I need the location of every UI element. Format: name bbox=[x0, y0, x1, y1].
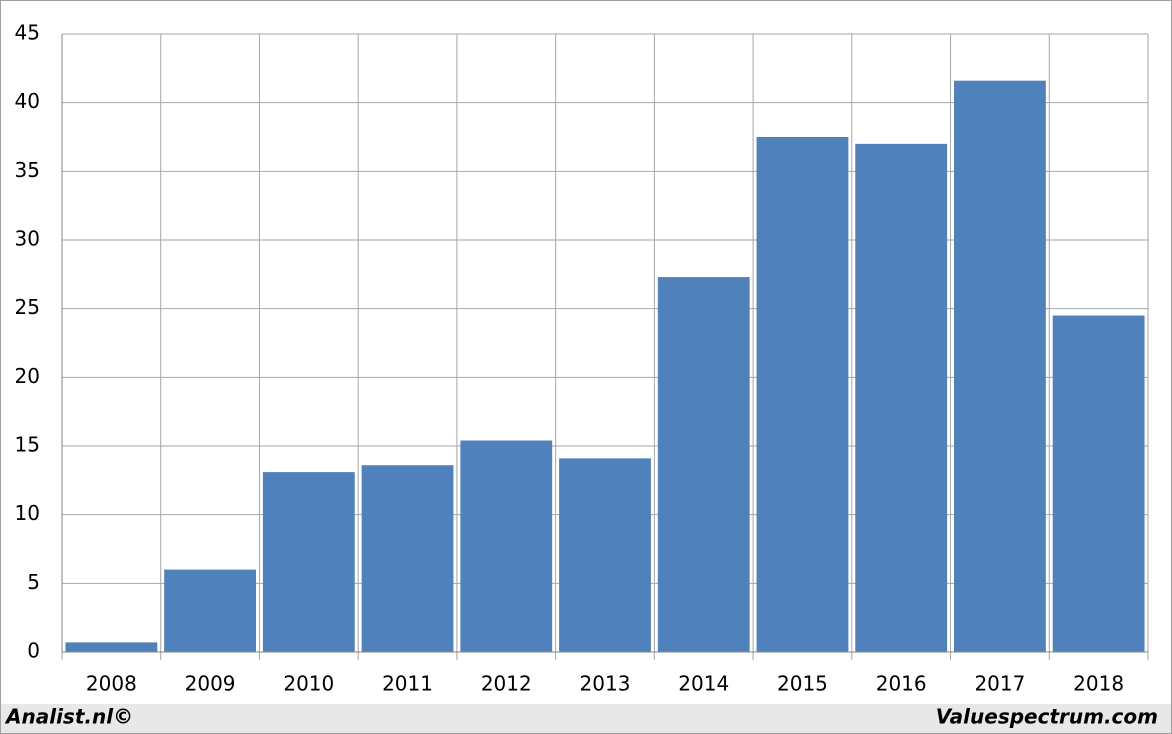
x-tick-label: 2015 bbox=[777, 672, 828, 696]
x-tick-label: 2010 bbox=[283, 672, 334, 696]
y-tick-label: 0 bbox=[27, 639, 40, 663]
x-tick-label: 2014 bbox=[678, 672, 729, 696]
footer-strip bbox=[1, 704, 1171, 733]
y-tick-label: 40 bbox=[15, 89, 40, 113]
footer-left: Analist.nl© bbox=[4, 705, 133, 729]
x-tick-label: 2017 bbox=[974, 672, 1025, 696]
bar bbox=[855, 143, 948, 652]
footer-right: Valuespectrum.com bbox=[936, 705, 1158, 729]
bar bbox=[756, 137, 849, 652]
y-tick-label: 5 bbox=[27, 570, 40, 594]
bar bbox=[1052, 315, 1145, 652]
x-tick-label: 2018 bbox=[1073, 672, 1124, 696]
bar bbox=[657, 277, 750, 652]
bar bbox=[262, 472, 355, 652]
bar bbox=[954, 80, 1046, 652]
x-tick-label: 2009 bbox=[185, 672, 236, 696]
y-tick-label: 20 bbox=[15, 364, 40, 388]
x-tick-label: 2011 bbox=[382, 672, 433, 696]
x-tick-label: 2013 bbox=[580, 672, 631, 696]
y-tick-label: 30 bbox=[15, 227, 40, 251]
bar bbox=[460, 440, 553, 652]
bar bbox=[559, 458, 651, 652]
bar bbox=[164, 569, 256, 652]
bar bbox=[361, 465, 454, 652]
y-tick-label: 15 bbox=[15, 433, 40, 457]
bar bbox=[65, 642, 158, 652]
y-tick-label: 25 bbox=[15, 295, 40, 319]
y-tick-label: 10 bbox=[15, 501, 40, 525]
x-tick-label: 2012 bbox=[481, 672, 532, 696]
x-tick-label: 2008 bbox=[86, 672, 137, 696]
x-tick-label: 2016 bbox=[876, 672, 927, 696]
y-tick-label: 45 bbox=[15, 21, 40, 45]
y-tick-label: 35 bbox=[15, 158, 40, 182]
